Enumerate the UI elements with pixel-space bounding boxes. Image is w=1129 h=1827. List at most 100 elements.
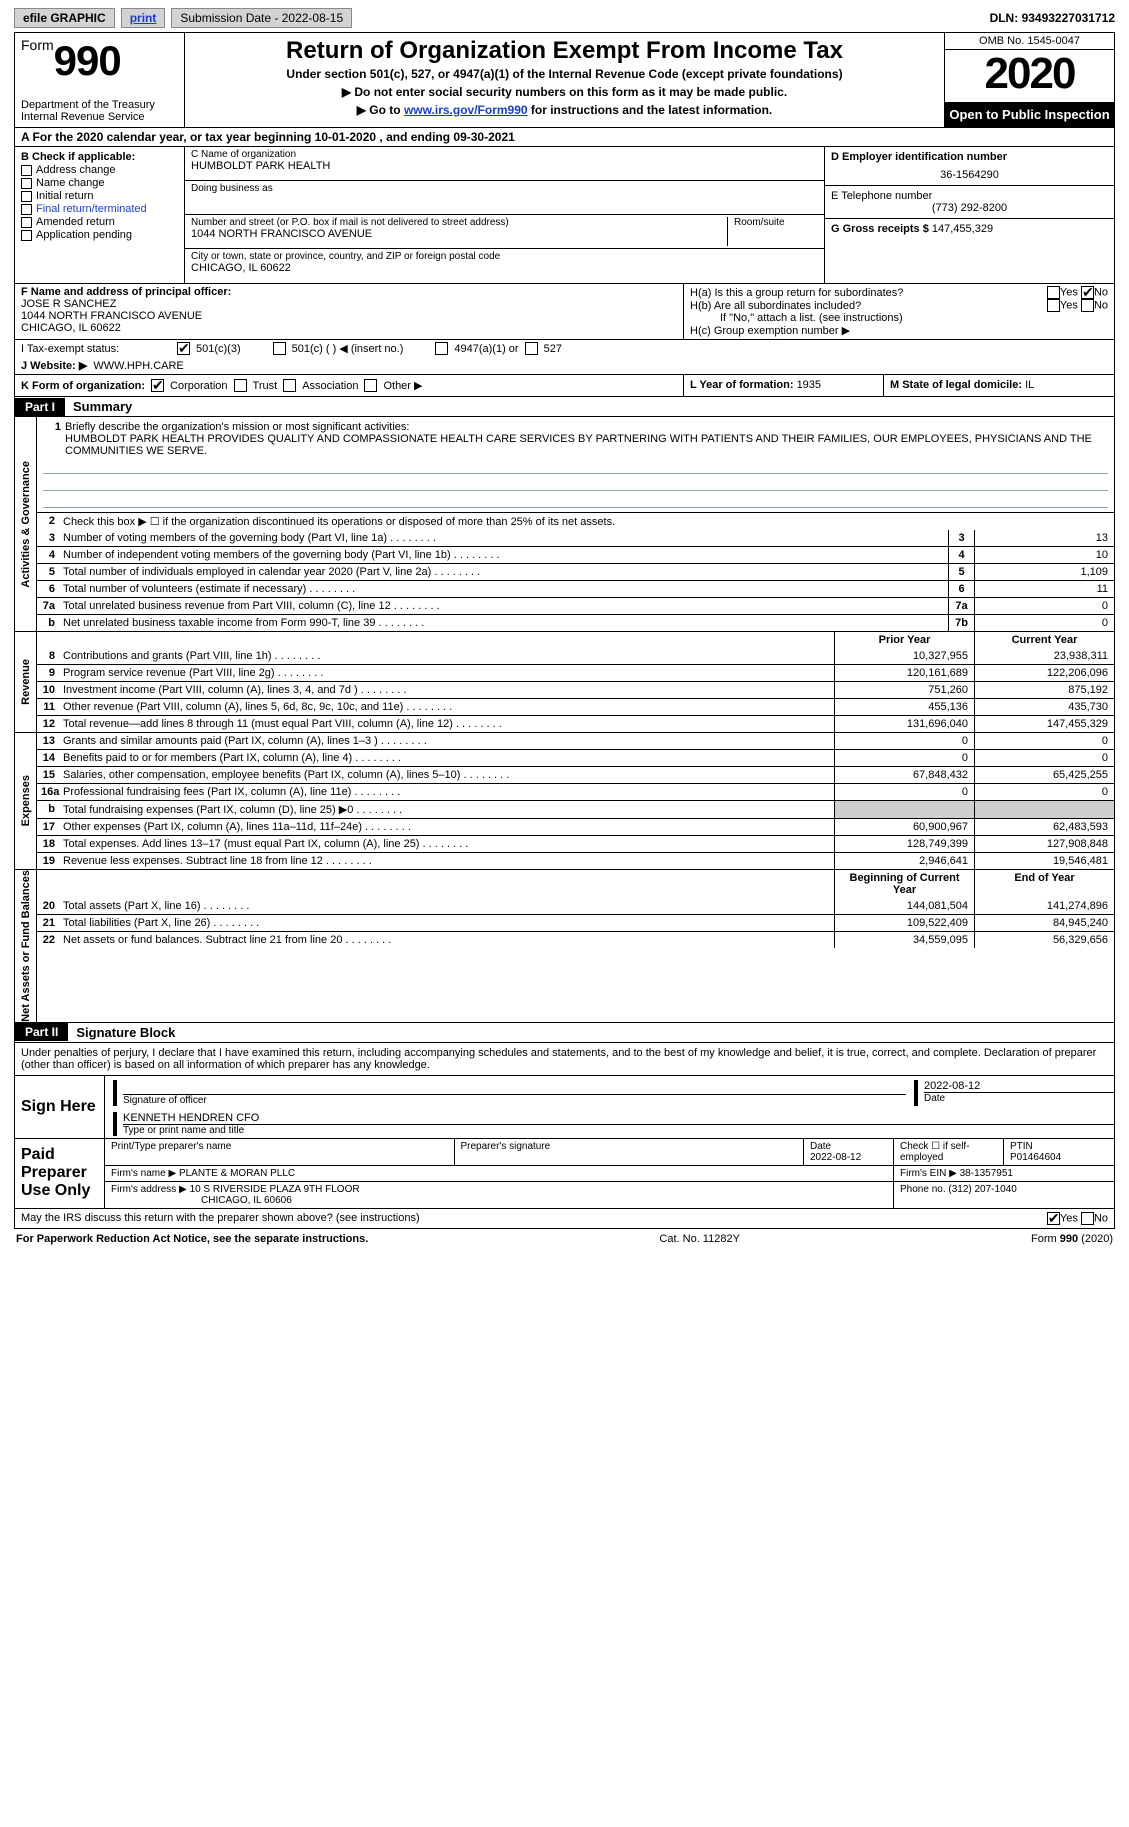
netassets-block: Net Assets or Fund Balances Beginning of… <box>14 870 1115 1023</box>
lbl-no2: No <box>1094 299 1108 311</box>
form-header: Form990 Department of the Treasury Inter… <box>14 32 1115 128</box>
form-word: Form <box>21 37 54 53</box>
ein-value: 36-1564290 <box>831 169 1108 181</box>
gov-row: 7aTotal unrelated business revenue from … <box>37 597 1114 614</box>
ck-trust[interactable] <box>234 379 247 392</box>
ck-other[interactable] <box>364 379 377 392</box>
top-bar: efile GRAPHIC print Submission Date - 20… <box>14 8 1115 28</box>
ck-initial-return[interactable] <box>21 191 32 202</box>
table-row: 15Salaries, other compensation, employee… <box>37 766 1114 783</box>
firm-phone-label: Phone no. <box>900 1184 948 1195</box>
ck-app-pending[interactable] <box>21 230 32 241</box>
lbl-trust: Trust <box>253 380 278 392</box>
firm-ein-label: Firm's EIN ▶ <box>900 1168 960 1179</box>
ck-name-change[interactable] <box>21 178 32 189</box>
vlabel-expenses: Expenses <box>15 733 37 869</box>
ck-discuss-no[interactable] <box>1081 1212 1094 1225</box>
table-row: 17Other expenses (Part IX, column (A), l… <box>37 818 1114 835</box>
ck-501c[interactable] <box>273 342 286 355</box>
goto-post: for instructions and the latest informat… <box>528 103 773 117</box>
ck-ha-yes[interactable] <box>1047 286 1060 299</box>
dln: DLN: 93493227031712 <box>990 11 1115 25</box>
instructions-link[interactable]: www.irs.gov/Form990 <box>404 103 528 117</box>
table-row: 18Total expenses. Add lines 13–17 (must … <box>37 835 1114 852</box>
table-row: 16aProfessional fundraising fees (Part I… <box>37 783 1114 800</box>
vlabel-revenue: Revenue <box>15 632 37 732</box>
addr-value: 1044 NORTH FRANCISCO AVENUE <box>191 228 721 240</box>
ck-hb-yes[interactable] <box>1047 299 1060 312</box>
hdr-eoy: End of Year <box>974 870 1114 898</box>
lbl-501c: 501(c) ( ) ◀ (insert no.) <box>292 342 404 355</box>
page-footer: For Paperwork Reduction Act Notice, see … <box>14 1229 1115 1249</box>
ck-hb-no[interactable] <box>1081 299 1094 312</box>
lbl-no: No <box>1094 286 1108 298</box>
hdr-prior-year: Prior Year <box>834 632 974 648</box>
h-b-note: If "No," attach a list. (see instruction… <box>690 312 1108 324</box>
ck-ha-no[interactable] <box>1081 286 1094 299</box>
expenses-block: Expenses 13Grants and similar amounts pa… <box>14 733 1115 870</box>
room-label: Room/suite <box>734 217 818 228</box>
firm-name-label: Firm's name ▶ <box>111 1168 179 1179</box>
ck-4947[interactable] <box>435 342 448 355</box>
line-j: J Website: ▶ WWW.HPH.CARE <box>14 357 1115 375</box>
lbl-address-change: Address change <box>36 164 116 176</box>
hdr-current-year: Current Year <box>974 632 1114 648</box>
print-button[interactable]: print <box>121 8 166 28</box>
dln-label: DLN: <box>990 11 1022 25</box>
table-row: 22Net assets or fund balances. Subtract … <box>37 931 1114 948</box>
table-row: 8Contributions and grants (Part VIII, li… <box>37 648 1114 664</box>
ck-amended[interactable] <box>21 217 32 228</box>
i-label: I Tax-exempt status: <box>21 343 171 355</box>
ck-527[interactable] <box>525 342 538 355</box>
submission-date: 2022-08-15 <box>282 11 343 25</box>
sig-name-title-label: Type or print name and title <box>123 1125 1114 1136</box>
table-row: 21Total liabilities (Part X, line 26)109… <box>37 914 1114 931</box>
website-value: WWW.HPH.CARE <box>93 360 183 372</box>
prep-sig-label: Preparer's signature <box>455 1139 805 1165</box>
gross-label: G Gross receipts $ <box>831 223 932 235</box>
department: Department of the Treasury Internal Reve… <box>21 99 178 123</box>
table-row: 13Grants and similar amounts paid (Part … <box>37 733 1114 749</box>
l-label: L Year of formation: <box>690 379 797 391</box>
table-row: bTotal fundraising expenses (Part IX, co… <box>37 800 1114 818</box>
ck-final-return[interactable] <box>21 204 32 215</box>
prep-date-label: Date <box>810 1141 831 1152</box>
dln-value: 93493227031712 <box>1022 11 1115 25</box>
ck-501c3[interactable] <box>177 342 190 355</box>
line-a-mid: , and ending <box>376 130 453 144</box>
mission-num: 1 <box>43 421 65 457</box>
addr-label: Number and street (or P.O. box if mail i… <box>191 217 721 228</box>
lbl-4947: 4947(a)(1) or <box>454 343 518 355</box>
org-name-label: C Name of organization <box>191 149 818 160</box>
ptin-value: P01464604 <box>1010 1152 1061 1163</box>
ck-discuss-yes[interactable] <box>1047 1212 1060 1225</box>
table-row: 10Investment income (Part VIII, column (… <box>37 681 1114 698</box>
hdr-bcy: Beginning of Current Year <box>834 870 974 898</box>
lbl-501c3: 501(c)(3) <box>196 343 241 355</box>
sig-declaration: Under penalties of perjury, I declare th… <box>15 1043 1114 1075</box>
ty-begin: 10-01-2020 <box>315 130 376 144</box>
lbl-yes: Yes <box>1060 286 1078 298</box>
table-row: 19Revenue less expenses. Subtract line 1… <box>37 852 1114 869</box>
form-title: Return of Organization Exempt From Incom… <box>193 37 936 65</box>
ck-corp[interactable] <box>151 379 164 392</box>
j-label: J Website: ▶ <box>21 359 87 372</box>
ck-assoc[interactable] <box>283 379 296 392</box>
part1-header: Part I Summary <box>14 397 1115 417</box>
open-inspection: Open to Public Inspection <box>945 103 1114 127</box>
line-k-l-m: K Form of organization: Corporation Trus… <box>14 375 1115 397</box>
box-b-title: B Check if applicable: <box>21 151 178 163</box>
ck-address-change[interactable] <box>21 165 32 176</box>
identity-grid: B Check if applicable: Address change Na… <box>14 147 1115 284</box>
sig-date: 2022-08-12 <box>924 1080 1114 1092</box>
vlabel-governance: Activities & Governance <box>15 417 37 631</box>
sign-here: Sign Here <box>15 1076 105 1138</box>
lbl-yes2: Yes <box>1060 299 1078 311</box>
state-domicile: IL <box>1025 379 1034 391</box>
discuss-yes: Yes <box>1060 1212 1078 1224</box>
ein-label: D Employer identification number <box>831 151 1108 163</box>
year-formation: 1935 <box>797 379 821 391</box>
self-employed: Check ☐ if self-employed <box>894 1139 1004 1165</box>
city-label: City or town, state or province, country… <box>191 251 818 262</box>
part1-tab: Part I <box>15 398 65 416</box>
